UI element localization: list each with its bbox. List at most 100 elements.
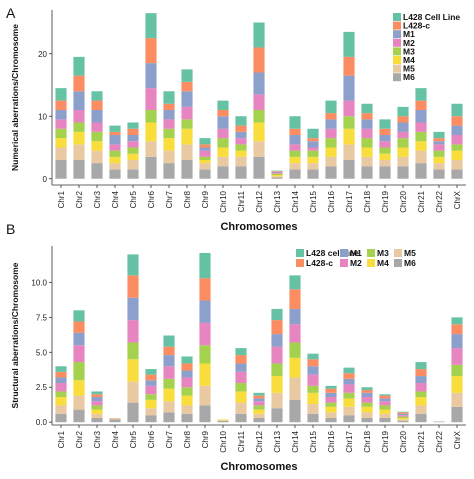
bar-segment — [235, 138, 247, 145]
bar-segment — [379, 409, 391, 414]
bar-segment — [397, 147, 409, 157]
bar-segment — [127, 275, 139, 298]
bar-segment — [253, 110, 265, 123]
bar-segment — [451, 376, 463, 393]
bar-segment — [55, 147, 67, 160]
bar-segment — [163, 150, 175, 164]
bar-segment — [451, 364, 463, 377]
x-tick-label: Chr16 — [327, 190, 336, 212]
bar-segment — [73, 395, 85, 410]
bar-segment — [415, 369, 427, 377]
legend-swatch — [393, 47, 401, 56]
bar-segment — [127, 320, 139, 343]
bar-segment — [307, 385, 319, 393]
bar-segment — [451, 116, 463, 126]
bar-segment — [109, 156, 121, 164]
bar-segment — [73, 310, 85, 322]
bar-segment — [343, 378, 355, 385]
bar-segment — [55, 371, 67, 378]
bar-segment — [163, 355, 175, 367]
x-tick-label: Chr19 — [381, 190, 390, 212]
bar-segment — [55, 88, 67, 101]
bar-segment — [361, 406, 373, 413]
bar-segment — [325, 156, 337, 167]
bar-segment — [73, 91, 85, 110]
bar-segment — [397, 413, 409, 416]
bar-segment — [109, 150, 121, 157]
bar-segment — [199, 147, 211, 151]
panel-letter: A — [6, 5, 16, 21]
x-tick-label: Chr20 — [399, 430, 408, 452]
bar-segment — [325, 412, 337, 419]
x-tick-label: Chr11 — [237, 190, 246, 212]
legend-swatch — [393, 56, 401, 64]
bar-segment — [289, 156, 301, 164]
bar-segment — [181, 144, 193, 160]
bar-segment — [127, 135, 139, 142]
bar-segment — [55, 160, 67, 179]
bar-segment — [73, 110, 85, 123]
bar-segment — [217, 116, 229, 129]
bar-segment — [307, 141, 319, 148]
bar-segment — [451, 348, 463, 365]
x-tick-label: Chr17 — [345, 190, 354, 212]
bar-segment — [181, 405, 193, 414]
x-tick-label: Chr21 — [417, 190, 426, 212]
bar-segment — [55, 391, 67, 398]
x-tick-label: Chr17 — [345, 430, 354, 452]
bar-segment — [343, 415, 355, 423]
bar-segment — [55, 128, 67, 139]
bar-segment — [235, 363, 247, 372]
bar-segment — [73, 321, 85, 333]
bar-segment — [433, 156, 445, 164]
bar-segment — [217, 147, 229, 157]
x-tick-label: Chr3 — [93, 430, 102, 448]
bar-segment — [253, 72, 265, 95]
bar-segment — [343, 31, 355, 57]
legend-swatch — [394, 259, 402, 267]
bar-segment — [433, 150, 445, 157]
bar-segment — [343, 384, 355, 393]
bar-segment — [325, 138, 337, 148]
bar-segment — [325, 119, 337, 129]
bar-segment — [415, 100, 427, 110]
bar-segment — [307, 413, 319, 423]
bar-segment — [163, 103, 175, 110]
bar-segment — [145, 156, 157, 179]
bar-segment — [235, 383, 247, 392]
bar-segment — [127, 141, 139, 148]
bar-segment — [271, 170, 283, 172]
x-tick-label: Chr6 — [147, 430, 156, 448]
bar-segment — [433, 421, 445, 423]
x-tick-label: Chr15 — [309, 430, 318, 452]
legend-label: M4 — [377, 258, 389, 268]
bar-segment — [55, 366, 67, 372]
bar-segment — [181, 69, 193, 82]
bar-segment — [415, 397, 427, 406]
legend-label: M3 — [377, 248, 389, 258]
bar-segment — [433, 163, 445, 170]
bar-segment — [289, 163, 301, 170]
bar-segment — [91, 131, 103, 142]
bar-segment — [127, 297, 139, 321]
bar-segment — [91, 391, 103, 395]
bar-segment — [343, 144, 355, 160]
x-tick-label: Chr8 — [183, 430, 192, 448]
bar-segment — [271, 308, 283, 321]
bar-segment — [397, 419, 409, 421]
bar-segment — [253, 122, 265, 142]
panel-letter: B — [6, 221, 15, 237]
x-tick-label: Chr7 — [165, 190, 174, 208]
bar-segment — [379, 394, 391, 396]
bar-segment — [415, 131, 427, 142]
x-tick-label: Chr12 — [255, 190, 264, 212]
bar-segment — [253, 392, 265, 396]
bar-segment — [271, 175, 283, 177]
bar-segment — [181, 395, 193, 406]
bar-segment — [163, 138, 175, 151]
bar-segment — [181, 91, 193, 107]
bar-segment — [271, 177, 283, 179]
bar-segment — [451, 334, 463, 349]
bar-segment — [163, 346, 175, 356]
bar-segment — [397, 418, 409, 420]
